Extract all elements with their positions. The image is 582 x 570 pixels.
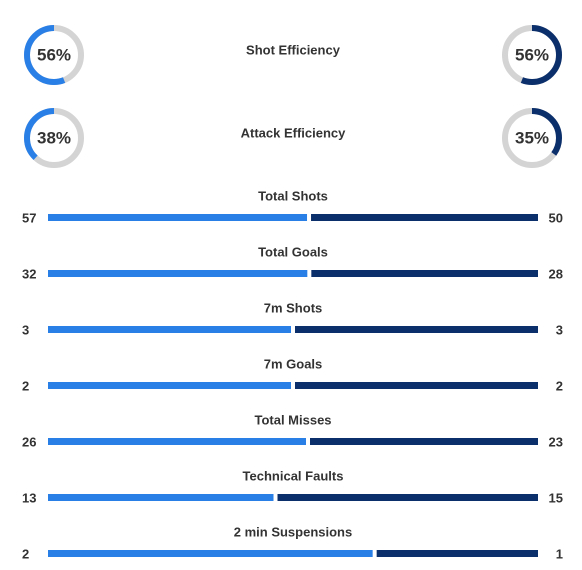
home-bar	[48, 270, 308, 277]
away-bar	[295, 382, 538, 389]
away-bar	[311, 214, 538, 221]
away-value: 23	[549, 434, 563, 449]
home-value: 2	[22, 546, 29, 561]
stat-label: Technical Faults	[243, 468, 344, 483]
donut-percent: 56%	[37, 45, 71, 64]
away-bar	[310, 438, 538, 445]
away-bar	[311, 270, 538, 277]
home-value: 26	[22, 434, 36, 449]
stat-label: 7m Goals	[264, 356, 323, 371]
home-bar	[48, 494, 274, 501]
away-value: 1	[556, 546, 563, 561]
donut: 38%	[24, 108, 84, 168]
donut-arc	[502, 108, 562, 168]
stat-label: Total Shots	[258, 188, 328, 203]
donut: 56%	[502, 25, 562, 85]
home-value: 3	[22, 322, 29, 337]
home-bar	[48, 326, 291, 333]
stat-label: Shot Efficiency	[246, 42, 341, 57]
away-value: 50	[549, 210, 563, 225]
donut-arc	[502, 25, 562, 85]
away-value: 3	[556, 322, 563, 337]
away-value: 2	[556, 378, 563, 393]
donut: 56%	[24, 25, 84, 85]
home-bar	[48, 382, 291, 389]
stat-label: Total Goals	[258, 244, 328, 259]
away-bar	[277, 494, 538, 501]
donut-arc	[24, 25, 84, 85]
stat-label: 2 min Suspensions	[234, 524, 352, 539]
away-value: 28	[549, 266, 563, 281]
donut-percent: 56%	[515, 45, 549, 64]
home-bar	[48, 214, 308, 221]
home-bar	[48, 550, 373, 557]
home-value: 32	[22, 266, 36, 281]
donut-percent: 38%	[37, 128, 71, 147]
away-bar	[376, 550, 538, 557]
home-value: 2	[22, 378, 29, 393]
home-value: 13	[22, 490, 36, 505]
stat-label: Attack Efficiency	[241, 125, 347, 140]
away-value: 15	[549, 490, 563, 505]
donut-percent: 35%	[515, 128, 549, 147]
away-bar	[295, 326, 538, 333]
donut-arc	[24, 108, 84, 168]
stat-label: Total Misses	[254, 412, 331, 427]
stat-label: 7m Shots	[264, 300, 323, 315]
home-bar	[48, 438, 306, 445]
donut: 35%	[502, 108, 562, 168]
home-value: 57	[22, 210, 36, 225]
